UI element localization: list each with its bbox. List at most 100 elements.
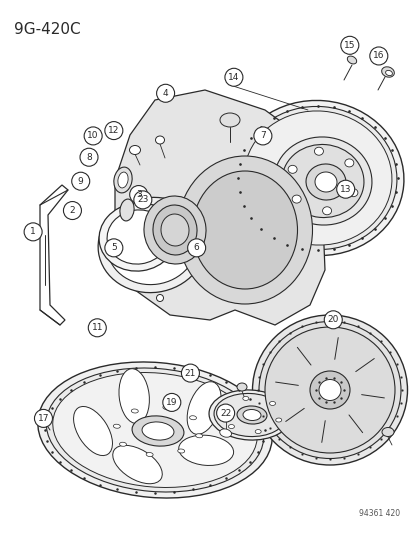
Circle shape [369,47,387,65]
Text: 19: 19 [166,398,177,407]
Circle shape [224,68,242,86]
Ellipse shape [313,147,323,155]
Ellipse shape [98,197,205,293]
Ellipse shape [259,321,400,458]
Circle shape [181,364,199,382]
Circle shape [336,180,354,198]
Text: 2: 2 [69,206,75,215]
Ellipse shape [178,435,233,465]
Ellipse shape [348,189,357,197]
Ellipse shape [218,408,232,418]
Ellipse shape [161,214,189,246]
Ellipse shape [381,427,393,437]
Circle shape [340,36,358,54]
Ellipse shape [144,196,206,264]
Ellipse shape [269,401,275,406]
Ellipse shape [243,111,391,245]
Text: 22: 22 [219,409,231,417]
Text: 15: 15 [343,41,355,50]
Ellipse shape [273,137,371,225]
Polygon shape [115,90,324,325]
Text: 14: 14 [228,73,239,82]
Circle shape [216,404,234,422]
Ellipse shape [232,100,403,255]
Circle shape [323,311,342,329]
Ellipse shape [264,327,394,453]
Ellipse shape [189,416,196,420]
Ellipse shape [74,407,112,456]
Ellipse shape [142,422,173,440]
Circle shape [162,393,180,411]
Circle shape [84,127,102,145]
Ellipse shape [107,205,197,285]
Circle shape [156,84,174,102]
Circle shape [71,172,90,190]
Text: 23: 23 [137,196,148,204]
Circle shape [129,185,147,204]
Ellipse shape [275,418,281,422]
Text: 5: 5 [111,244,116,252]
Ellipse shape [214,393,285,437]
Circle shape [104,122,123,140]
Ellipse shape [219,113,240,127]
Text: 10: 10 [87,132,99,140]
Ellipse shape [118,172,128,188]
Circle shape [34,409,52,427]
Text: 21: 21 [184,369,196,377]
Ellipse shape [344,159,353,167]
Circle shape [104,239,123,257]
Ellipse shape [119,369,149,424]
Ellipse shape [252,315,406,465]
Text: 6: 6 [193,244,199,252]
Ellipse shape [162,406,169,409]
Ellipse shape [156,295,163,302]
Ellipse shape [107,210,169,264]
Ellipse shape [322,207,331,215]
Circle shape [133,191,152,209]
Ellipse shape [242,409,260,421]
Ellipse shape [228,425,234,429]
Ellipse shape [129,146,140,155]
Text: 3: 3 [135,190,141,199]
Ellipse shape [195,434,202,438]
Ellipse shape [209,390,290,440]
Text: 12: 12 [108,126,119,135]
Text: 20: 20 [327,316,338,324]
Circle shape [253,127,271,145]
Ellipse shape [385,70,392,76]
Text: 8: 8 [86,153,92,161]
Ellipse shape [153,205,197,255]
Ellipse shape [52,373,256,488]
Ellipse shape [347,56,356,64]
Ellipse shape [292,195,300,203]
Circle shape [88,319,106,337]
Ellipse shape [112,446,162,484]
Ellipse shape [177,449,184,453]
Circle shape [187,239,205,257]
Ellipse shape [132,416,183,446]
Circle shape [80,148,98,166]
Text: 4: 4 [162,89,168,98]
Ellipse shape [120,199,134,221]
Ellipse shape [287,165,297,173]
Ellipse shape [309,371,349,409]
Ellipse shape [131,409,138,413]
Ellipse shape [192,171,297,289]
Ellipse shape [119,442,126,446]
Ellipse shape [155,136,164,144]
Text: 17: 17 [38,414,49,423]
Text: 9: 9 [78,177,83,185]
Ellipse shape [236,406,266,424]
Circle shape [24,223,42,241]
Text: 16: 16 [372,52,384,60]
Ellipse shape [38,362,271,498]
Ellipse shape [46,368,263,492]
Ellipse shape [242,397,248,400]
Circle shape [63,201,81,220]
Text: 1: 1 [30,228,36,236]
Ellipse shape [38,410,50,419]
Ellipse shape [177,156,312,304]
Ellipse shape [281,144,363,217]
Ellipse shape [187,382,221,434]
Ellipse shape [99,203,176,271]
